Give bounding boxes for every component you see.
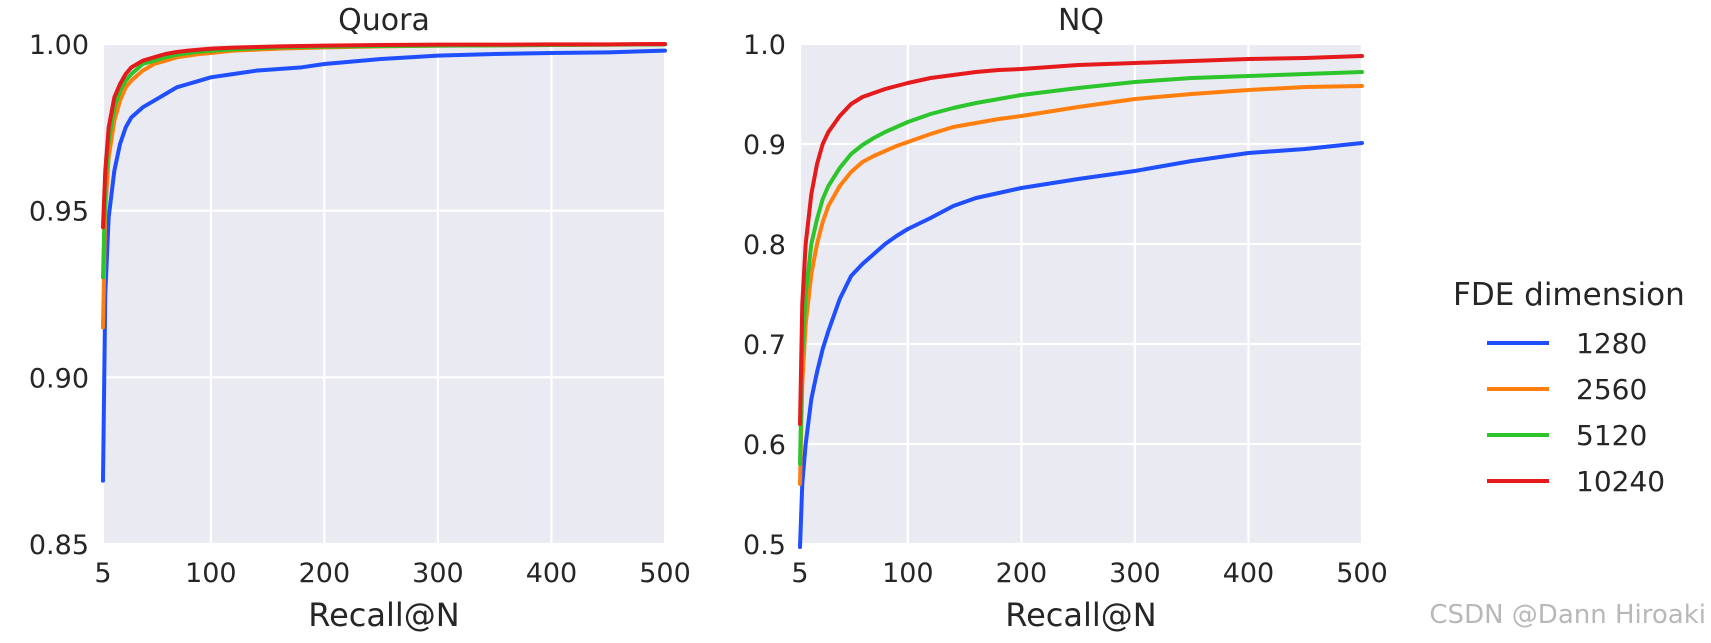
quora-x-tick-label: 400 [526, 558, 578, 589]
quora-y-tick-label: 0.85 [29, 530, 89, 561]
quora-x-tick-label: 300 [412, 558, 464, 589]
nq-chart: 5 100 200 300 400 500 0.5 0.6 0.7 0.8 0.9 1.0 NQ Reca… [743, 3, 1388, 634]
legend: FDE dimension 1280 2560 5120 10240 [1453, 277, 1685, 498]
quora-series-line-1280 [101, 48, 667, 483]
quora-x-axis-title: Recall@N [308, 596, 459, 634]
nq-x-tick-label: 5 [791, 558, 808, 589]
nq-y-tick-label: 0.8 [743, 230, 786, 261]
quora-y-tick-label: 0.95 [29, 197, 89, 228]
nq-y-tick-label: 0.6 [743, 430, 786, 461]
quora-x-tick-label: 200 [299, 558, 351, 589]
legend-label-1280: 1280 [1576, 327, 1647, 360]
quora-x-tick-label: 100 [185, 558, 237, 589]
watermark: CSDN @Dann Hiroaki [1429, 600, 1706, 630]
nq-y-tick-label: 0.5 [743, 530, 786, 561]
quora-chart-title: Quora [338, 3, 430, 38]
legend-label-5120: 5120 [1576, 419, 1647, 452]
quora-y-tick-label: 0.90 [29, 363, 89, 394]
nq-chart-title: NQ [1058, 3, 1104, 38]
nq-y-tick-label: 1.0 [743, 30, 786, 61]
quora-plot-area [103, 44, 665, 544]
quora-chart: 5 100 200 300 400 500 0.85 0.90 0.95 1.00 Quora Rec… [29, 3, 691, 634]
quora-x-tick-label: 500 [639, 558, 691, 589]
nq-x-tick-label: 300 [1109, 558, 1161, 589]
quora-x-tick-label: 5 [94, 558, 111, 589]
nq-y-tick-label: 0.9 [743, 130, 786, 161]
legend-entries: 1280 2560 5120 10240 [1487, 327, 1665, 498]
quora-series-line-10240 [101, 42, 667, 230]
nq-y-tick-label: 0.7 [743, 330, 786, 361]
nq-x-axis-title: Recall@N [1005, 596, 1156, 634]
nq-x-tick-label: 100 [882, 558, 934, 589]
nq-series-line-5120 [798, 70, 1364, 466]
quora-y-tick-label: 1.00 [29, 30, 89, 61]
legend-label-10240: 10240 [1576, 465, 1665, 498]
nq-x-tick-label: 500 [1336, 558, 1388, 589]
nq-series-line-1280 [798, 141, 1364, 549]
nq-series-line-10240 [798, 54, 1364, 426]
nq-x-tick-label: 400 [1223, 558, 1275, 589]
nq-plot-area [800, 44, 1362, 544]
nq-x-tick-label: 200 [996, 558, 1048, 589]
legend-label-2560: 2560 [1576, 373, 1647, 406]
legend-title: FDE dimension [1453, 277, 1685, 313]
nq-series-line-2560 [798, 84, 1364, 486]
